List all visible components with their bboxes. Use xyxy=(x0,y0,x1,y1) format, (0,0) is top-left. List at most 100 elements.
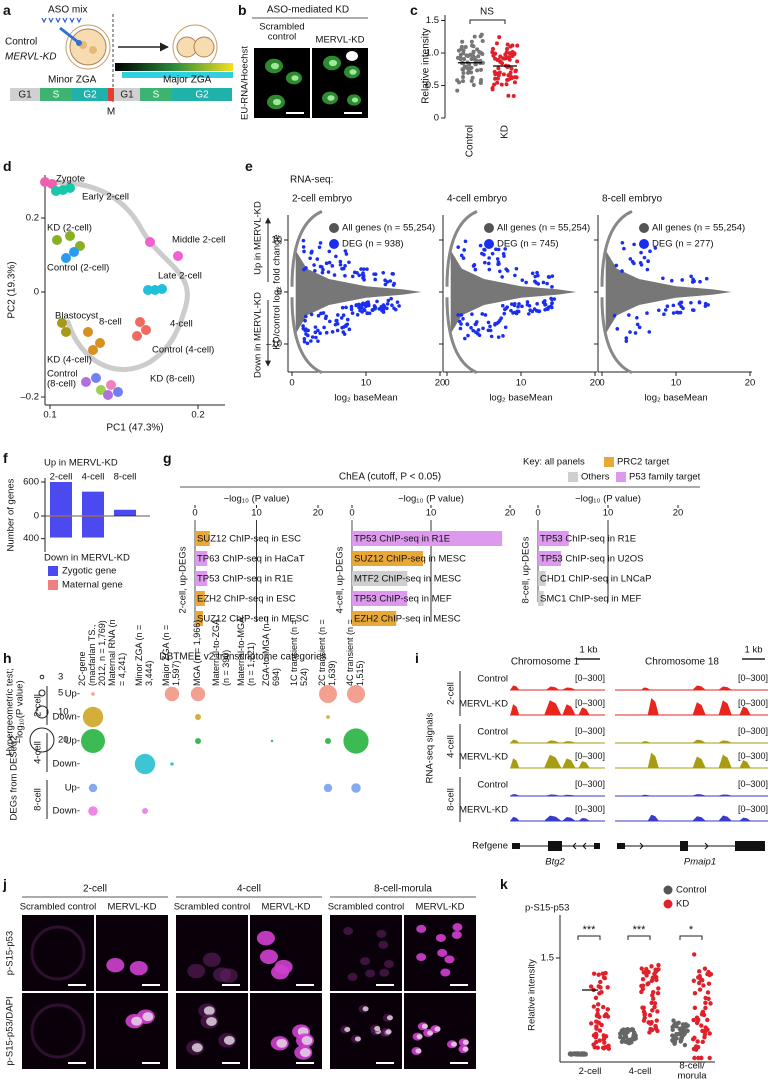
label: 20 xyxy=(744,377,756,389)
cell-point xyxy=(603,1012,609,1017)
deg-point xyxy=(633,331,638,335)
deg-point xyxy=(320,270,325,275)
bar xyxy=(538,571,546,586)
sample-point xyxy=(91,373,101,383)
bar xyxy=(82,515,104,516)
dapi-signal xyxy=(203,1006,215,1016)
deg-point xyxy=(350,311,355,315)
deg-point xyxy=(321,311,326,315)
label: G2 xyxy=(195,89,209,101)
label: Chromosome 1 xyxy=(510,656,580,668)
cell-point xyxy=(493,56,498,61)
deg-point xyxy=(512,302,517,306)
deg-point xyxy=(302,249,306,254)
cell-outline xyxy=(30,1003,86,1059)
cell-point xyxy=(597,1038,602,1043)
blastomere xyxy=(193,36,215,58)
legend-label: Others xyxy=(581,471,610,483)
bar xyxy=(352,531,503,546)
deg-point xyxy=(314,335,318,340)
cell-point xyxy=(595,1045,601,1050)
cell-point xyxy=(594,1019,599,1024)
needle xyxy=(59,26,79,44)
bracket xyxy=(679,935,703,940)
label: 20 xyxy=(589,377,601,389)
cell-point xyxy=(461,51,466,56)
cell-point xyxy=(471,50,476,55)
deg-point xyxy=(515,309,520,314)
cell-point xyxy=(505,42,510,47)
cell-point xyxy=(463,44,468,49)
deg-point xyxy=(697,300,702,304)
label: 0.2 xyxy=(25,212,39,224)
bubble xyxy=(351,783,361,793)
label: Scrambled control xyxy=(19,901,97,913)
deg-point xyxy=(486,261,491,266)
cell-point xyxy=(596,1002,601,1007)
sample-point xyxy=(69,247,79,257)
deg-point xyxy=(513,273,517,278)
label: Up in MERVL-KD xyxy=(44,457,118,469)
deg-point xyxy=(393,307,398,312)
deg-point xyxy=(309,339,313,343)
cell-point xyxy=(471,83,476,88)
deg-point xyxy=(323,316,328,321)
sample-point xyxy=(65,231,75,241)
cell-point xyxy=(599,990,604,995)
deg-point xyxy=(537,309,542,313)
dapi-signal xyxy=(301,1036,313,1046)
deg-point xyxy=(476,328,481,332)
deg-point xyxy=(372,272,376,276)
label: G1 xyxy=(18,89,32,101)
label: DEGs from DESeq2 xyxy=(8,735,20,821)
deg-point xyxy=(302,339,307,344)
cell-point xyxy=(501,72,506,77)
gene-arc xyxy=(600,210,633,287)
nucleus-signal xyxy=(384,960,395,969)
micrograph xyxy=(312,48,368,118)
coverage-track xyxy=(615,752,768,769)
deg-point xyxy=(463,239,468,244)
cell-point xyxy=(618,1031,623,1036)
label: Up in MERVL-KD xyxy=(252,201,264,275)
bracket xyxy=(469,19,506,24)
sample-point xyxy=(57,318,67,328)
sample-point xyxy=(113,387,123,397)
cell-point xyxy=(640,986,646,992)
dapi-signal xyxy=(434,1026,441,1032)
nucleus-signal xyxy=(376,929,387,938)
legend-label: Control xyxy=(676,884,707,896)
dapi-signal xyxy=(191,1043,203,1053)
legend-label: PRC2 target xyxy=(617,456,670,468)
label: 2-cell, up-DEGs xyxy=(177,546,189,614)
cell-point xyxy=(695,1018,700,1024)
nucleus-signal xyxy=(378,940,389,949)
cell-point xyxy=(651,996,656,1001)
label: [0–300] xyxy=(737,698,768,708)
label: 0 xyxy=(192,507,198,519)
deg-point xyxy=(549,296,553,301)
cell-point xyxy=(472,34,477,39)
deg-point xyxy=(501,251,506,256)
cell-point xyxy=(649,1000,654,1006)
exon xyxy=(735,841,765,851)
deg-point xyxy=(614,263,619,268)
cell-point xyxy=(506,77,511,82)
cell-point xyxy=(706,996,711,1001)
cell-point xyxy=(696,980,702,986)
cell-point xyxy=(456,48,461,53)
size-legend xyxy=(39,674,45,680)
label: Maternal-to-ZGA (n = 390) xyxy=(211,619,231,686)
deg-point xyxy=(344,305,348,310)
deg-point xyxy=(302,336,307,341)
deg-point xyxy=(334,318,339,323)
cell-point xyxy=(497,70,502,75)
deg-point xyxy=(318,264,323,269)
cell-point xyxy=(647,1030,652,1035)
deg-point xyxy=(361,273,366,278)
cell-point xyxy=(632,1032,638,1037)
deg-point xyxy=(503,247,508,251)
deg-point xyxy=(689,300,693,305)
coverage-track xyxy=(510,685,605,691)
